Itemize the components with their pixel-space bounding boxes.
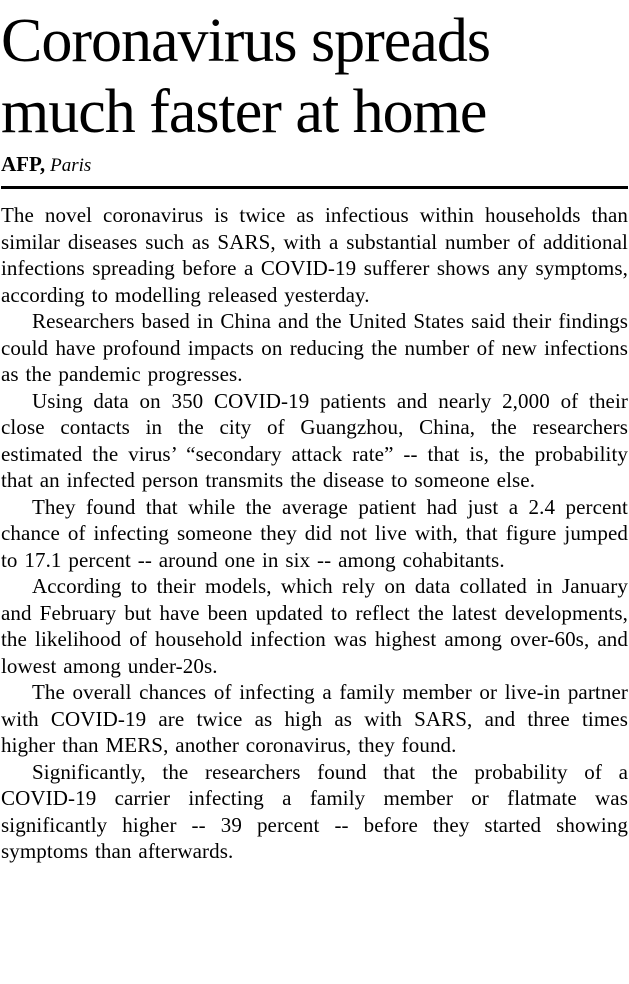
paragraph-5: According to their models, which rely on… xyxy=(1,574,628,678)
headline: Coronavirus spreads much faster at home xyxy=(1,7,491,146)
paragraph-7: Significantly, the researchers found tha… xyxy=(1,759,628,864)
paragraph-1: The novel coronavirus is twice as infect… xyxy=(1,203,628,307)
byline-source: AFP, xyxy=(1,152,46,176)
paragraph-2: Researchers based in China and the Unite… xyxy=(1,309,628,386)
byline: AFP, Paris xyxy=(1,152,628,178)
paragraph-3: Using data on 350 COVID-19 patients and … xyxy=(1,388,628,493)
article-body: The novel coronavirus is twice as infect… xyxy=(1,202,628,865)
byline-location: Paris xyxy=(50,155,92,176)
paragraph-6: The overall chances of infecting a famil… xyxy=(1,680,628,757)
paragraph-4: They found that while the average patien… xyxy=(1,494,628,572)
divider-rule xyxy=(1,186,628,189)
